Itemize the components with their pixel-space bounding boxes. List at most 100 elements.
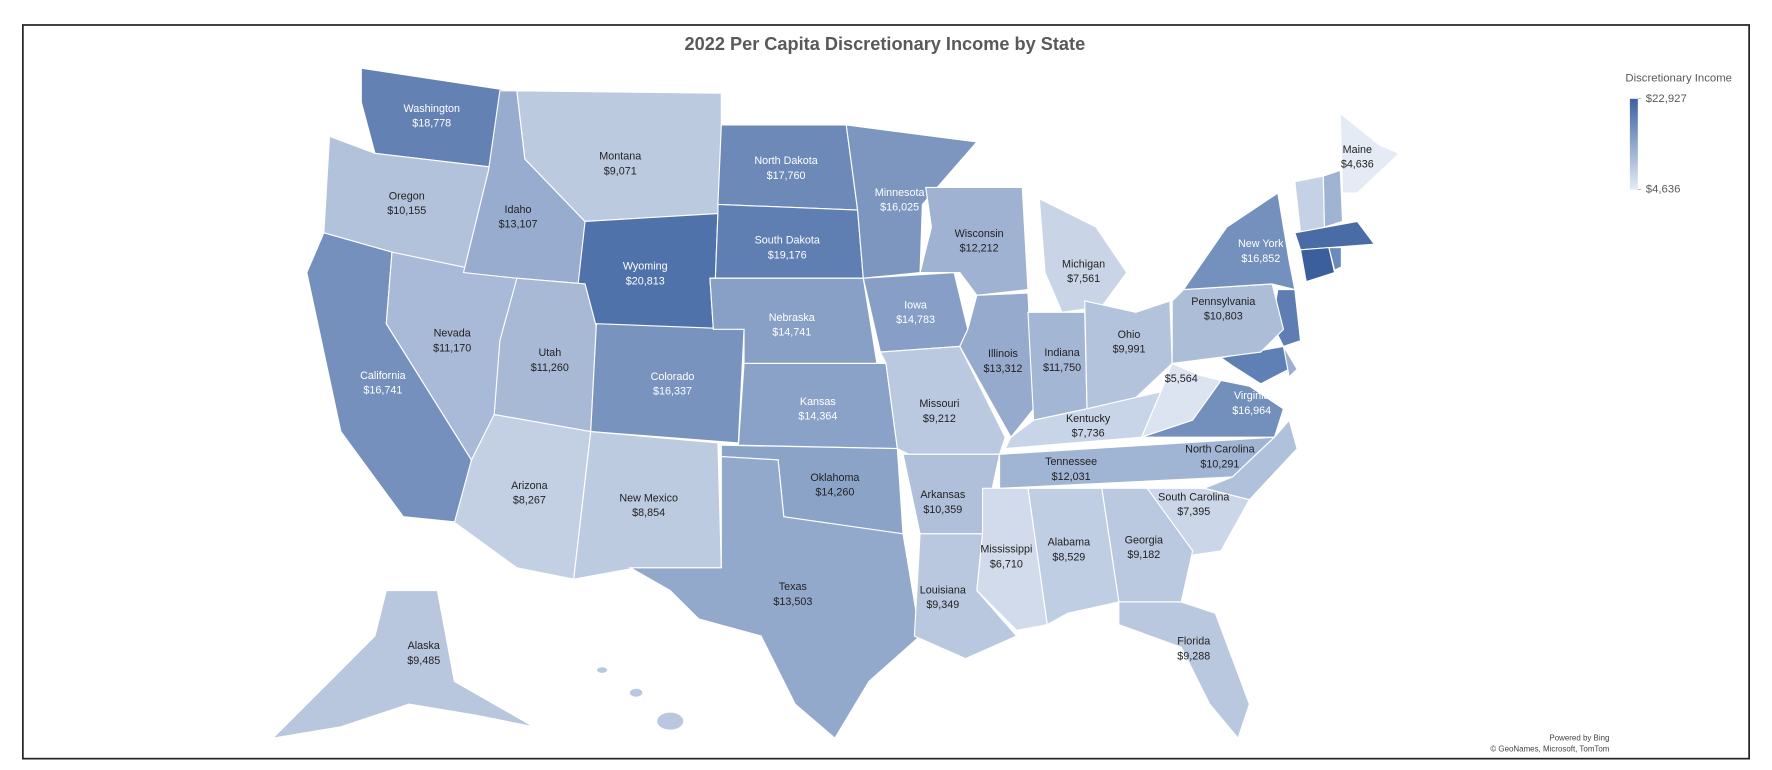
state-name: Mississippi	[980, 544, 1032, 556]
state-name: California	[360, 370, 405, 382]
state	[919, 186, 1029, 296]
state-name: South Carolina	[1158, 491, 1229, 503]
state-name: Oregon	[389, 190, 425, 202]
value-label: $7,736	[1072, 428, 1105, 440]
state-name: Tennessee	[1045, 456, 1097, 468]
state-shape	[1328, 247, 1342, 272]
state-shape	[1219, 345, 1290, 385]
value-label: $9,991	[1113, 344, 1146, 356]
state-name: Iowa	[904, 299, 927, 311]
value-label: $9,182	[1127, 549, 1160, 561]
value-label: $12,212	[960, 243, 999, 255]
colorbar-label: $4,636	[1646, 184, 1681, 196]
state	[1339, 112, 1401, 194]
state	[976, 487, 1048, 631]
state-name: Arkansas	[920, 489, 965, 501]
state-name: Arizona	[511, 480, 548, 492]
state-shape	[656, 711, 685, 731]
value-label: $7,561	[1067, 273, 1100, 285]
value-label: $18,778	[412, 118, 451, 130]
state	[1004, 391, 1162, 450]
state-name: Idaho	[505, 204, 532, 216]
state-name: North Dakota	[754, 155, 817, 167]
state-name: Wisconsin	[955, 228, 1004, 240]
state-name: Pennsylvania	[1191, 296, 1255, 308]
state-name: Illinois	[988, 348, 1018, 360]
state-name: Montana	[599, 151, 641, 163]
state-name: Maine	[1343, 144, 1372, 156]
value-label: $16,337	[653, 386, 692, 398]
value-label: $13,312	[984, 363, 1023, 375]
state-shape	[628, 687, 644, 698]
value-label: $11,170	[433, 343, 471, 355]
value-label: $9,212	[923, 413, 956, 425]
state-name: Oklahoma	[810, 472, 859, 484]
state-name: Michigan	[1062, 258, 1105, 270]
value-label: $16,025	[880, 202, 919, 214]
state-name: New Mexico	[619, 492, 678, 504]
state-name: Georgia	[1125, 534, 1163, 546]
state	[862, 271, 969, 353]
state-name: Kansas	[800, 396, 836, 408]
value-label: $14,783	[896, 314, 935, 326]
state-name: Alabama	[1048, 537, 1091, 549]
attribution: © GeoNames, Microsoft, TomTom	[1490, 745, 1609, 754]
state-name: Missouri	[919, 398, 959, 410]
colorbar-label: $22,927	[1646, 93, 1687, 105]
state-name: Minnesota	[875, 187, 925, 199]
state-name: Ohio	[1118, 329, 1141, 341]
state-shape	[595, 666, 609, 675]
state-name: North Carolina	[1185, 444, 1254, 456]
state	[628, 455, 921, 740]
value-label: $14,741	[772, 327, 811, 339]
state-shape	[1294, 220, 1376, 251]
value-label: $9,071	[604, 165, 637, 177]
value-label: $9,349	[926, 599, 959, 611]
value-label: $9,485	[407, 655, 440, 667]
state-name: Virginia	[1234, 390, 1270, 402]
state-name: Louisiana	[920, 584, 966, 596]
state	[1182, 192, 1296, 291]
state	[271, 589, 535, 740]
legend-title: Discretionary Income	[1625, 72, 1732, 84]
state-name: Colorado	[651, 371, 695, 383]
value-label: $8,267	[513, 495, 546, 507]
state-shape	[1282, 346, 1298, 379]
value-label: $13,107	[499, 219, 538, 231]
value-label: $17,760	[767, 170, 806, 182]
value-label: $10,291	[1200, 458, 1239, 470]
value-label: $11,750	[1043, 362, 1081, 374]
state-shape	[1294, 175, 1325, 234]
state-name: Washington	[403, 103, 459, 115]
value-label: $10,155	[387, 205, 426, 217]
state-name: Nebraska	[769, 312, 815, 324]
state	[1118, 601, 1251, 740]
value-label: $19,176	[768, 249, 807, 261]
state-name: Florida	[1177, 636, 1210, 648]
value-label: $10,803	[1204, 311, 1243, 323]
attribution: Powered by Bing	[1549, 733, 1609, 742]
chart-title: 2022 Per Capita Discretionary Income by …	[685, 34, 1086, 54]
value-label: $7,395	[1177, 506, 1210, 518]
state-name: Kentucky	[1066, 413, 1111, 425]
value-label: $8,529	[1052, 551, 1085, 563]
value-label: $14,364	[798, 411, 837, 423]
value-label: $20,813	[626, 275, 665, 287]
value-label: $6,710	[990, 558, 1023, 570]
value-label: $4,636	[1341, 159, 1374, 171]
state-name: Texas	[779, 581, 807, 593]
value-label: $12,031	[1052, 471, 1091, 483]
value-label: $16,852	[1241, 253, 1280, 265]
value-label: $16,741	[363, 385, 402, 397]
state-shape	[1322, 169, 1344, 228]
state-name: New York	[1238, 238, 1284, 250]
value-label: $14,260	[815, 487, 854, 499]
value-label: $10,359	[923, 504, 962, 516]
colorbar	[1629, 98, 1638, 190]
value-label: $8,854	[632, 507, 665, 519]
state-name: Alaska	[408, 640, 440, 652]
value-label: $9,288	[1177, 650, 1210, 662]
state-name: Indiana	[1044, 347, 1079, 359]
value-label: $16,964	[1232, 405, 1271, 417]
